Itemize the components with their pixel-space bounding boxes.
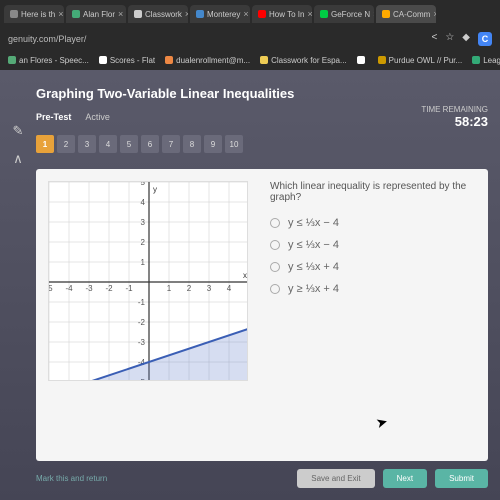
svg-text:5: 5 <box>247 284 248 293</box>
tools-icon[interactable]: ✎ <box>9 122 27 140</box>
share-icon[interactable]: < <box>431 32 437 46</box>
header: Graphing Two-Variable Linear Inequalitie… <box>36 82 488 169</box>
radio-icon[interactable] <box>270 262 280 272</box>
content-area: -5-4-3-2-112345-5-4-3-2-112345xy Which l… <box>36 169 488 461</box>
toolbar-icons: < ☆ ◆ C <box>431 32 492 46</box>
svg-text:-4: -4 <box>65 284 73 293</box>
save-exit-button[interactable]: Save and Exit <box>297 469 374 488</box>
question-nav-item[interactable]: 1 <box>36 135 54 153</box>
svg-text:2: 2 <box>141 238 146 247</box>
subheader: Pre-Test Active TIME REMAINING 58:23 <box>36 105 488 129</box>
bookmark-item[interactable]: an Flores - Speec... <box>8 56 89 65</box>
question-nav-item[interactable]: 3 <box>78 135 96 153</box>
svg-text:y: y <box>153 185 157 194</box>
footer: Mark this and return Save and Exit Next … <box>36 461 488 488</box>
question-nav-item[interactable]: 7 <box>162 135 180 153</box>
browser-tab[interactable]: Alan Flor× <box>66 5 126 23</box>
question-nav-item[interactable]: 2 <box>57 135 75 153</box>
timer-value: 58:23 <box>421 114 488 129</box>
extension-icon[interactable]: ◆ <box>462 32 470 46</box>
tab-strip: Here is th×Alan Flor×Classwork×Monterey×… <box>0 0 500 28</box>
collapse-icon[interactable]: ∧ <box>9 150 27 168</box>
svg-text:1: 1 <box>167 284 172 293</box>
svg-text:-3: -3 <box>85 284 93 293</box>
svg-text:5: 5 <box>141 181 146 187</box>
svg-text:-1: -1 <box>138 298 146 307</box>
svg-text:2: 2 <box>187 284 192 293</box>
mark-return-link[interactable]: Mark this and return <box>36 474 289 483</box>
bookmarks-bar: an Flores - Speec... Scores - Flat dualenr… <box>0 50 500 70</box>
star-icon[interactable]: ☆ <box>445 32 454 46</box>
browser-chrome: Here is th×Alan Flor×Classwork×Monterey×… <box>0 0 500 70</box>
svg-text:x: x <box>243 271 247 280</box>
question-nav-item[interactable]: 8 <box>183 135 201 153</box>
svg-text:4: 4 <box>227 284 232 293</box>
svg-text:-1: -1 <box>125 284 133 293</box>
browser-tab[interactable]: Classwork× <box>128 5 188 23</box>
next-button[interactable]: Next <box>383 469 427 488</box>
timer-label: TIME REMAINING <box>421 105 488 114</box>
svg-text:1: 1 <box>141 258 146 267</box>
radio-icon[interactable] <box>270 284 280 294</box>
answer-option[interactable]: y ≤ ⅓x − 4 <box>270 217 476 229</box>
graph-plot: -5-4-3-2-112345-5-4-3-2-112345xy <box>48 181 248 381</box>
timer: TIME REMAINING 58:23 <box>421 105 488 129</box>
svg-text:-5: -5 <box>48 284 53 293</box>
status-label: Active <box>85 112 110 122</box>
svg-text:-2: -2 <box>138 318 146 327</box>
bookmark-item[interactable]: Scores - Flat <box>99 56 155 65</box>
app-container: ✎ ∧ Graphing Two-Variable Linear Inequal… <box>0 70 500 500</box>
radio-icon[interactable] <box>270 240 280 250</box>
bookmark-item[interactable]: dualenrollment@m... <box>165 56 250 65</box>
browser-tab[interactable]: Here is th× <box>4 5 64 23</box>
question-nav-item[interactable]: 5 <box>120 135 138 153</box>
options-list: y ≤ ⅓x − 4 y ≤ ⅓x − 4 y ≤ ⅓x + 4 y ≥ ⅓x + 4 <box>270 217 476 295</box>
question-text: Which linear inequality is represented b… <box>270 181 476 203</box>
browser-tab[interactable]: CA-Comm× <box>376 5 436 23</box>
svg-text:-3: -3 <box>138 338 146 347</box>
browser-tab[interactable]: How To In× <box>252 5 312 23</box>
answer-option[interactable]: y ≤ ⅓x − 4 <box>270 239 476 251</box>
pretest-label: Pre-Test <box>36 112 71 122</box>
question-nav: 12345678910 <box>36 135 488 153</box>
question-pane: Which linear inequality is represented b… <box>270 181 476 449</box>
bookmark-item[interactable] <box>357 56 368 64</box>
svg-text:4: 4 <box>141 198 146 207</box>
graph-pane: -5-4-3-2-112345-5-4-3-2-112345xy <box>48 181 258 449</box>
svg-text:-2: -2 <box>105 284 113 293</box>
bookmark-item[interactable]: League of Legends... <box>472 56 500 65</box>
url-text: genuity.com/Player/ <box>8 34 423 44</box>
main-panel: Graphing Two-Variable Linear Inequalitie… <box>36 82 488 488</box>
profile-icon[interactable]: C <box>478 32 492 46</box>
sidebar: ✎ ∧ <box>0 82 36 488</box>
bookmark-item[interactable]: Classwork for Espa... <box>260 56 347 65</box>
address-bar: genuity.com/Player/ < ☆ ◆ C <box>0 28 500 50</box>
bookmark-item[interactable]: Purdue OWL // Pur... <box>378 56 463 65</box>
page-title: Graphing Two-Variable Linear Inequalitie… <box>36 86 488 101</box>
question-nav-item[interactable]: 9 <box>204 135 222 153</box>
answer-option[interactable]: y ≥ ⅓x + 4 <box>270 283 476 295</box>
question-nav-item[interactable]: 10 <box>225 135 243 153</box>
question-nav-item[interactable]: 4 <box>99 135 117 153</box>
browser-tab[interactable]: GeForce N× <box>314 5 374 23</box>
browser-tab[interactable]: Monterey× <box>190 5 250 23</box>
svg-text:3: 3 <box>207 284 212 293</box>
submit-button[interactable]: Submit <box>435 469 488 488</box>
answer-option[interactable]: y ≤ ⅓x + 4 <box>270 261 476 273</box>
radio-icon[interactable] <box>270 218 280 228</box>
question-nav-item[interactable]: 6 <box>141 135 159 153</box>
svg-text:3: 3 <box>141 218 146 227</box>
